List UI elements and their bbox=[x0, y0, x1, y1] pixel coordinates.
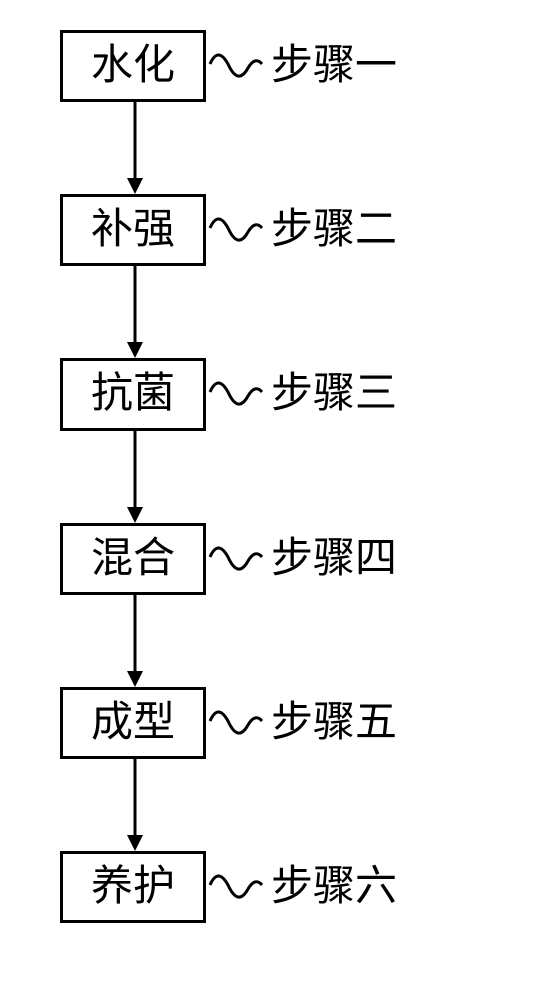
step-row: 成型 步骤五 bbox=[60, 687, 397, 759]
step-label: 步骤三 bbox=[271, 371, 397, 417]
squiggle-icon bbox=[208, 535, 263, 583]
step-box: 水化 bbox=[60, 30, 206, 102]
arrow-connector bbox=[60, 266, 210, 358]
step-box: 养护 bbox=[60, 851, 206, 923]
step-row: 混合 步骤四 bbox=[60, 523, 397, 595]
squiggle-connector bbox=[208, 857, 263, 917]
arrow-down-icon bbox=[125, 431, 145, 523]
step-box: 成型 bbox=[60, 687, 206, 759]
step-box: 抗菌 bbox=[60, 358, 206, 430]
squiggle-connector bbox=[208, 693, 263, 753]
squiggle-connector bbox=[208, 200, 263, 260]
arrow-connector bbox=[60, 431, 210, 523]
arrow-down-icon bbox=[125, 102, 145, 194]
squiggle-icon bbox=[208, 863, 263, 911]
squiggle-icon bbox=[208, 699, 263, 747]
squiggle-icon bbox=[208, 370, 263, 418]
arrow-connector bbox=[60, 759, 210, 851]
step-label: 步骤一 bbox=[271, 43, 397, 89]
step-box: 混合 bbox=[60, 523, 206, 595]
step-box: 补强 bbox=[60, 194, 206, 266]
squiggle-icon bbox=[208, 206, 263, 254]
squiggle-connector bbox=[208, 36, 263, 96]
arrow-connector bbox=[60, 595, 210, 687]
arrow-down-icon bbox=[125, 595, 145, 687]
arrow-down-icon bbox=[125, 266, 145, 358]
arrow-down-icon bbox=[125, 759, 145, 851]
arrow-connector bbox=[60, 102, 210, 194]
step-row: 抗菌 步骤三 bbox=[60, 358, 397, 430]
step-label: 步骤六 bbox=[271, 864, 397, 910]
step-label: 步骤二 bbox=[271, 207, 397, 253]
squiggle-icon bbox=[208, 42, 263, 90]
squiggle-connector bbox=[208, 529, 263, 589]
step-row: 补强 步骤二 bbox=[60, 194, 397, 266]
step-row: 养护 步骤六 bbox=[60, 851, 397, 923]
step-label: 步骤四 bbox=[271, 536, 397, 582]
step-row: 水化 步骤一 bbox=[60, 30, 397, 102]
flowchart: 水化 步骤一 补强 步骤二 抗菌 bbox=[60, 30, 397, 923]
step-label: 步骤五 bbox=[271, 700, 397, 746]
squiggle-connector bbox=[208, 364, 263, 424]
